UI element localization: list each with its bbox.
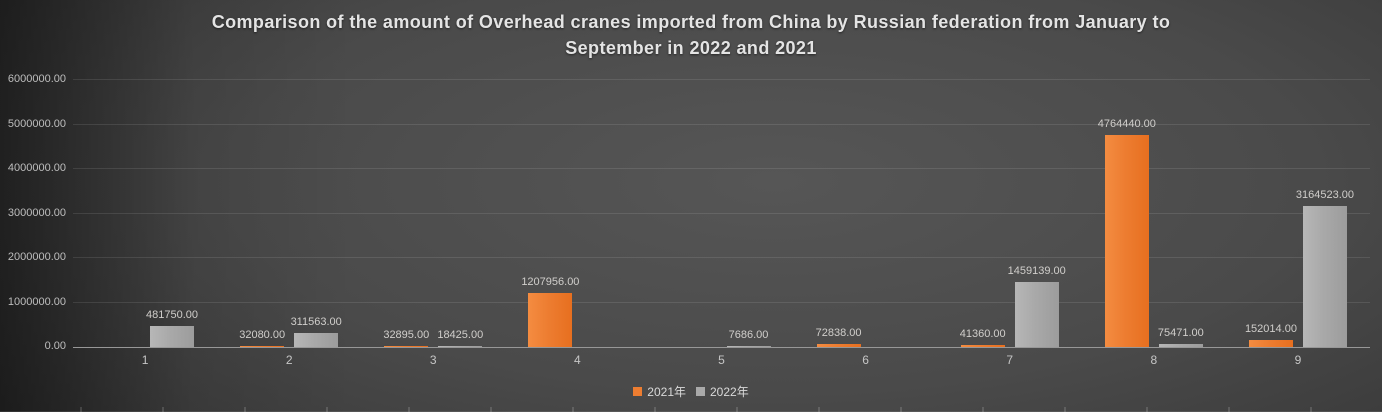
gridline	[73, 257, 1370, 258]
x-axis-label-1: 1	[141, 353, 149, 367]
legend-swatch-2022	[696, 387, 705, 396]
y-axis-label: 4000000.00	[7, 162, 66, 174]
y-axis-label: 1000000.00	[7, 295, 66, 308]
y-axis-label: 2000000.00	[7, 251, 66, 263]
bar-2021年-month-4	[528, 293, 573, 347]
value-label-2022年-month-3: 18425.00	[437, 329, 484, 341]
value-label-2021年-month-2: 32080.00	[239, 328, 286, 341]
x-axis-label-3: 3	[429, 353, 437, 367]
gridline	[73, 123, 1370, 125]
y-axis-label: 5000000.00	[7, 117, 66, 130]
gridline	[73, 212, 1370, 214]
value-label-2021年-month-8: 4764440.00	[1097, 117, 1156, 130]
value-label-2021年-month-4: 1207956.00	[521, 276, 580, 289]
value-label-2021年-month-9: 152014.00	[1244, 323, 1297, 336]
value-label-2022年-month-2: 311563.00	[290, 316, 342, 329]
bar-2021年-month-8	[1104, 134, 1149, 347]
value-label-2022年-month-8: 75471.00	[1157, 326, 1204, 339]
x-axis-label-7: 7	[1006, 353, 1014, 367]
chart-title-line1: Comparison of the amount of Overhead cra…	[211, 12, 1171, 32]
y-axis-label: 6000000.00	[7, 73, 66, 85]
bar-2022年-month-9	[1302, 206, 1347, 347]
gridline	[73, 79, 1370, 80]
legend: 2021年 2022年	[0, 383, 1382, 400]
x-axis-label-9: 9	[1294, 353, 1302, 367]
bar-2021年-month-2	[240, 345, 285, 347]
x-axis-line	[73, 347, 1370, 348]
chart-title-line2: September in 2022 and 2021	[565, 38, 817, 58]
legend-item-2021: 2021年	[633, 383, 686, 400]
bar-2022年-month-7	[1014, 282, 1059, 347]
value-label-2021年-month-3: 32895.00	[383, 328, 430, 341]
bar-2022年-month-1	[150, 325, 195, 347]
y-axis-label: 3000000.00	[7, 206, 66, 219]
bar-2022年-month-3	[438, 346, 483, 347]
bar-2022年-month-2	[294, 333, 339, 347]
plot-area: 0.00 1000000.00 2000000.00 3000000.00 400000…	[8, 73, 1370, 367]
bar-2021年-month-9	[1248, 340, 1293, 347]
legend-label-2021: 2021年	[647, 385, 686, 399]
x-axis-label-4: 4	[574, 353, 581, 367]
x-axis-label-5: 5	[718, 353, 725, 367]
value-label-2022年-month-5: 7686.00	[728, 329, 769, 341]
value-label-2021年-month-6: 72838.00	[815, 326, 862, 339]
chart-title: Comparison of the amount of Overhead cra…	[0, 9, 1382, 61]
bar-2021年-month-7	[960, 345, 1005, 347]
legend-swatch-2021	[633, 387, 643, 396]
bar-2021年-month-6	[816, 343, 861, 347]
x-axis-label-6: 6	[862, 353, 869, 367]
y-axis-label: 0.00	[44, 340, 66, 352]
bar-2022年-month-5	[726, 346, 771, 347]
value-label-2022年-month-1: 481750.00	[146, 308, 199, 321]
value-label-2022年-month-9: 3164523.00	[1295, 189, 1354, 202]
worksheet-column-ticks	[0, 407, 1382, 412]
x-axis-label-8: 8	[1150, 353, 1158, 367]
x-axis-label-2: 2	[285, 353, 293, 367]
bar-2021年-month-3	[384, 345, 429, 347]
value-label-2021年-month-7: 41360.00	[959, 328, 1006, 341]
legend-item-2022: 2022年	[696, 383, 749, 400]
gridline	[73, 168, 1370, 169]
value-label-2022年-month-7: 1459139.00	[1007, 265, 1066, 278]
legend-label-2022: 2022年	[710, 385, 749, 399]
bar-2022年-month-8	[1158, 343, 1203, 347]
gridline	[73, 301, 1370, 303]
